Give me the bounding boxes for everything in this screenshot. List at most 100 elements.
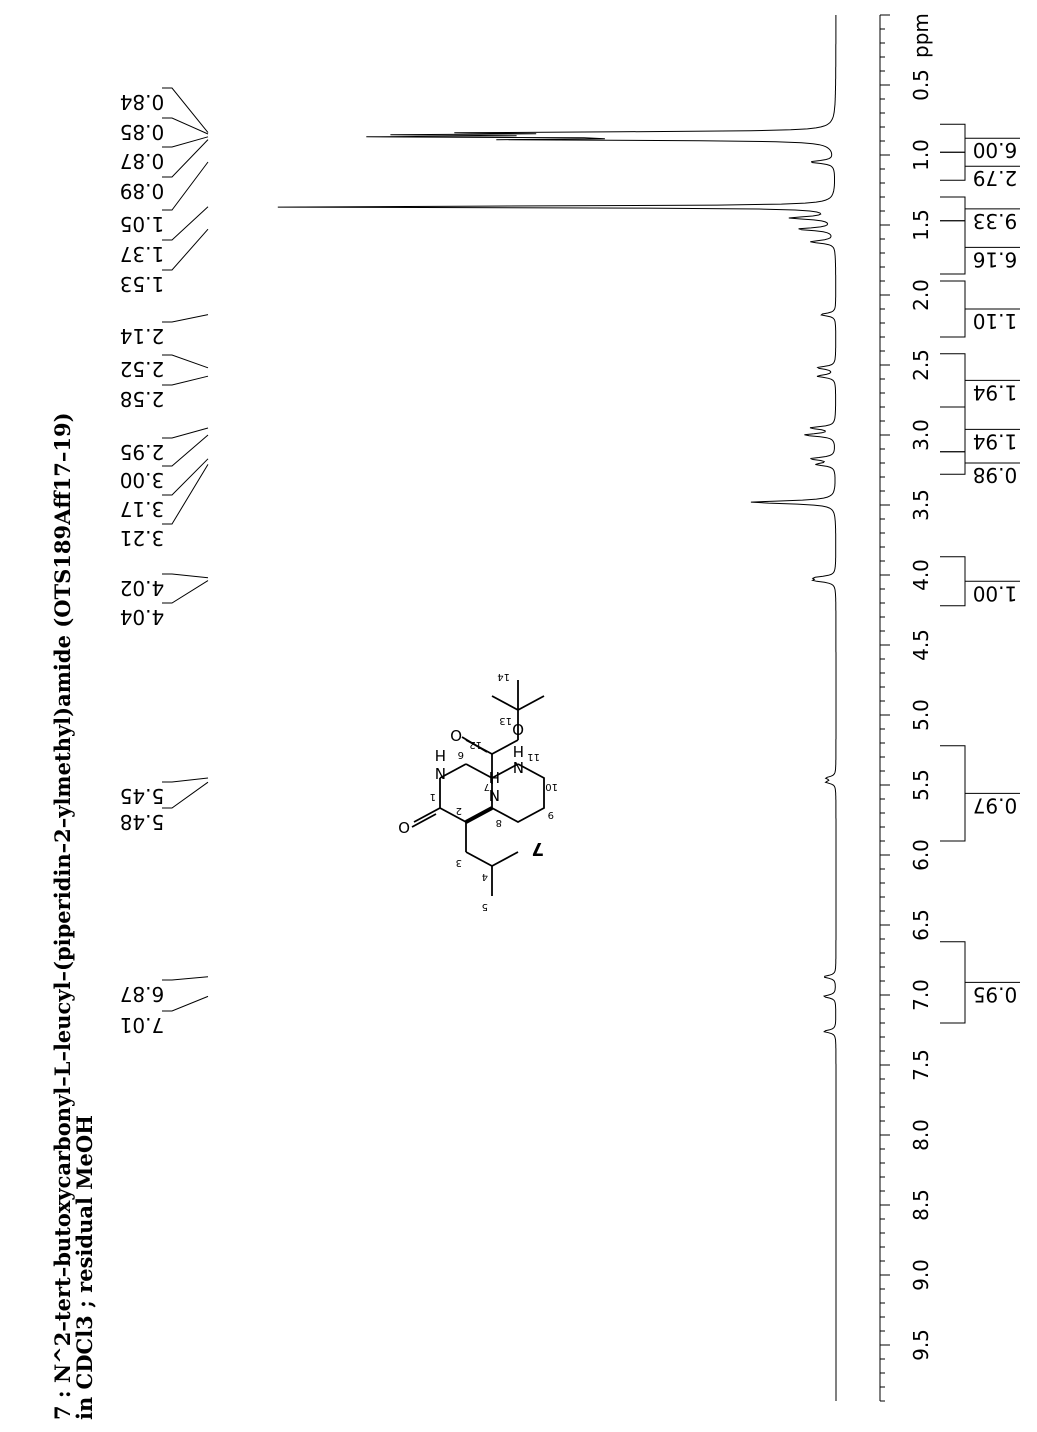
peak-leader-line bbox=[162, 580, 209, 604]
integral-bracket bbox=[940, 406, 966, 453]
peak-leader-line bbox=[162, 228, 209, 271]
spectrum-trace bbox=[277, 15, 837, 1401]
axis-tick-label: 2.0 bbox=[909, 279, 933, 311]
svg-text:3: 3 bbox=[456, 857, 462, 868]
peak-leader-line bbox=[162, 781, 209, 809]
integral-value: 1.10 bbox=[973, 309, 1018, 333]
integral-bracket bbox=[940, 280, 966, 338]
svg-text:6: 6 bbox=[458, 749, 464, 760]
peak-label: 1.53 bbox=[120, 272, 165, 296]
chemical-structure: O N H N H O O N H 1 2 3 4 5 6 7 8 9 10 1… bbox=[398, 671, 558, 912]
integrals: 6.00 2.79 9.33 6.16 1.10 1.94 1.94 0.98 1.00 0.97… bbox=[940, 123, 1020, 1024]
title-line-2: in CDCl3 ; residual MeOH bbox=[72, 1115, 97, 1420]
peak-label: 6.87 bbox=[120, 982, 165, 1006]
axis-tick-label: 2.5 bbox=[909, 349, 933, 381]
integral-bracket bbox=[940, 353, 966, 408]
integral-bracket bbox=[940, 196, 966, 222]
title-line-1: 7 : N^2–tert–butoxycarbonyl–L–leucyl–(pi… bbox=[50, 412, 75, 1420]
atom-n1: N bbox=[435, 764, 446, 782]
peak-label: 7.01 bbox=[120, 1013, 165, 1037]
compound-number: 7 bbox=[531, 838, 544, 859]
peak-label: 4.02 bbox=[120, 576, 165, 600]
svg-text:12: 12 bbox=[469, 739, 482, 750]
axis-tick-label: 1.5 bbox=[909, 209, 933, 241]
integral-value: 2.79 bbox=[973, 166, 1018, 190]
integral-value: 6.00 bbox=[973, 138, 1018, 162]
peak-label: 2.58 bbox=[120, 387, 165, 411]
axis-tick-label: 6.0 bbox=[909, 839, 933, 871]
axis-tick-label: 5.5 bbox=[909, 769, 933, 801]
peak-leader-line bbox=[162, 136, 209, 148]
peak-label: 0.84 bbox=[120, 90, 165, 114]
peak-label: 2.52 bbox=[120, 357, 165, 381]
atom-h1: H bbox=[435, 746, 446, 764]
svg-text:4: 4 bbox=[482, 871, 488, 882]
ppm-axis: 0.5 1.0 1.5 2.0 2.5 3.0 3.5 4.0 4.5 5.0 5.5 6.0 6.5 7… bbox=[879, 13, 933, 1402]
integral-value: 6.16 bbox=[973, 247, 1018, 271]
axis-tick-label: 3.5 bbox=[909, 489, 933, 521]
atom-h-ring: H bbox=[513, 742, 524, 760]
axis-tick-label: 1.0 bbox=[909, 139, 933, 171]
peak-leader-line bbox=[162, 314, 209, 323]
axis-tick-label: 7.5 bbox=[909, 1049, 933, 1081]
integral-bracket bbox=[940, 151, 966, 181]
atom-o-carbonyl: O bbox=[450, 726, 462, 744]
integral-value: 0.97 bbox=[973, 793, 1018, 817]
peak-label: 0.89 bbox=[120, 179, 165, 203]
axis-tick-label: 7.0 bbox=[909, 979, 933, 1011]
atom-o1: O bbox=[398, 818, 410, 836]
svg-text:5: 5 bbox=[482, 901, 488, 912]
axis-tick-label: 8.5 bbox=[909, 1189, 933, 1221]
integral-value: 1.94 bbox=[973, 380, 1018, 404]
integral-value: 0.98 bbox=[973, 463, 1018, 487]
integral-bracket bbox=[940, 941, 966, 1024]
peak-label: 3.00 bbox=[120, 468, 165, 492]
peak-leader-line bbox=[162, 427, 209, 439]
peak-leader-line bbox=[162, 995, 209, 1012]
peak-label: 2.14 bbox=[120, 324, 165, 348]
peak-leader-line bbox=[162, 458, 209, 496]
atom-h12: H bbox=[489, 768, 500, 786]
peak-leader-line bbox=[162, 87, 209, 133]
axis-tick-label: 9.0 bbox=[909, 1259, 933, 1291]
svg-text:1: 1 bbox=[430, 791, 436, 802]
peak-leader-line bbox=[162, 206, 209, 241]
peak-label: 5.45 bbox=[120, 784, 165, 808]
peak-leader-line bbox=[162, 375, 209, 386]
peak-leader-line bbox=[162, 161, 209, 211]
atom-o13: O bbox=[512, 720, 524, 738]
svg-text:13: 13 bbox=[499, 715, 512, 726]
svg-text:7: 7 bbox=[484, 781, 490, 792]
peak-label: 1.05 bbox=[120, 212, 165, 236]
axis-tick-label: 5.0 bbox=[909, 699, 933, 731]
peak-leader-line bbox=[162, 777, 209, 783]
integral-value: 0.95 bbox=[973, 982, 1018, 1006]
integral-value: 9.33 bbox=[973, 209, 1018, 233]
integral-bracket bbox=[940, 451, 966, 475]
peak-leader-line bbox=[162, 464, 209, 525]
peak-label: 3.17 bbox=[120, 497, 165, 521]
peak-label: 1.37 bbox=[120, 242, 165, 266]
svg-text:11: 11 bbox=[527, 751, 540, 762]
svg-text:9: 9 bbox=[548, 809, 554, 820]
peak-labels: 0.84 0.85 0.87 0.89 1.05 1.37 1.53 2.14 2.52 2.58… bbox=[120, 87, 209, 1037]
peak-leader-line bbox=[162, 117, 209, 135]
axis-tick-label: 6.5 bbox=[909, 909, 933, 941]
peak-leader-line bbox=[162, 573, 209, 579]
svg-text:10: 10 bbox=[545, 781, 558, 792]
integral-bracket bbox=[940, 745, 966, 842]
atom-n12: N bbox=[489, 786, 500, 804]
peak-leader-line bbox=[162, 354, 209, 369]
peak-label: 5.48 bbox=[120, 810, 165, 834]
atom-n-ring: N bbox=[513, 758, 524, 776]
axis-tick-label: 8.0 bbox=[909, 1119, 933, 1151]
integral-bracket bbox=[940, 123, 966, 153]
peak-leader-line bbox=[162, 139, 209, 178]
peak-leader-line bbox=[162, 976, 209, 981]
axis-tick-label: 4.0 bbox=[909, 559, 933, 591]
axis-unit-label: ppm bbox=[909, 13, 933, 58]
integral-bracket bbox=[940, 556, 966, 607]
peak-label: 4.04 bbox=[120, 605, 165, 629]
svg-text:8: 8 bbox=[496, 817, 502, 828]
